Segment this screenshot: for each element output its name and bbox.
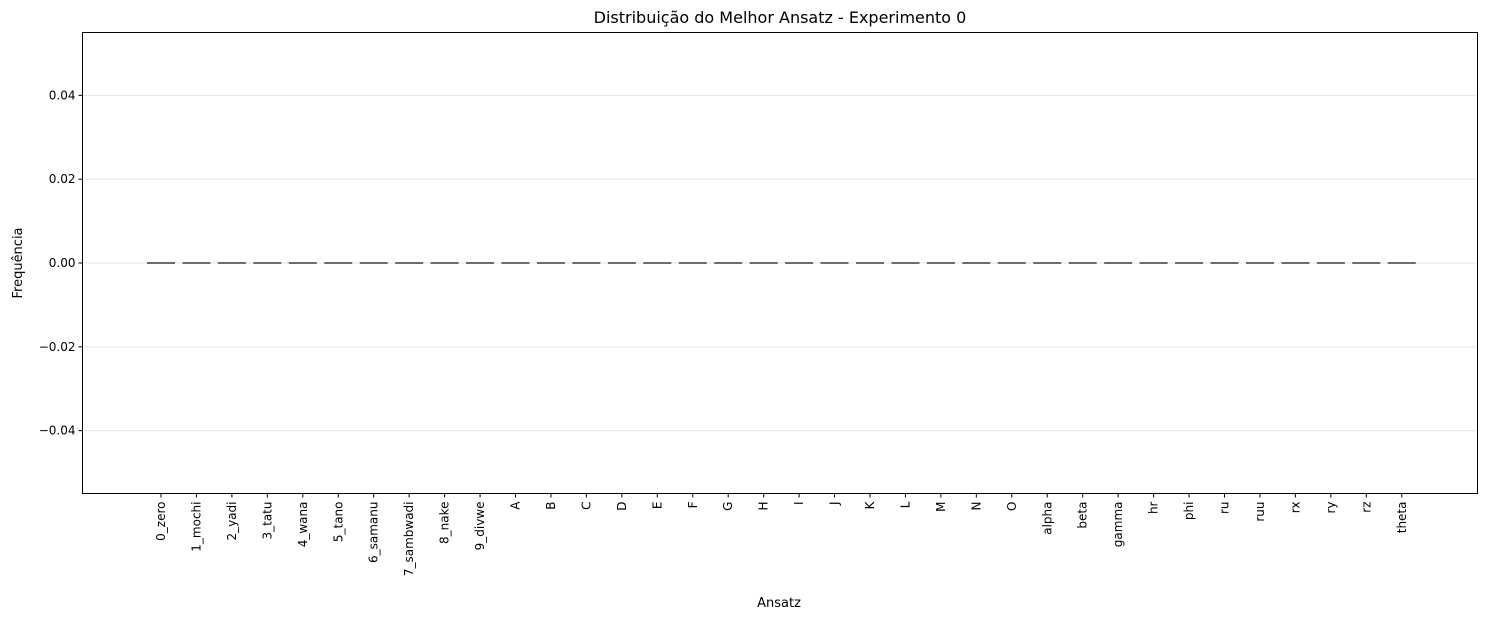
x-tick-label: 2_yadi bbox=[225, 502, 239, 541]
x-tick-label: ry bbox=[1324, 502, 1338, 514]
x-tick-label: 1_mochi bbox=[189, 502, 203, 552]
x-tick-label: phi bbox=[1182, 502, 1196, 521]
x-axis-title: Ansatz bbox=[757, 596, 801, 611]
x-tick-label: rz bbox=[1359, 502, 1373, 513]
x-tick-label: M bbox=[934, 502, 948, 512]
x-tick-label: G bbox=[721, 502, 735, 511]
x-tick-label: 7_sambwadi bbox=[402, 502, 416, 577]
x-tick-label: N bbox=[969, 502, 983, 511]
x-tick-label: rx bbox=[1288, 502, 1302, 514]
x-tick-label: beta bbox=[1076, 502, 1090, 529]
x-tick-label: D bbox=[615, 502, 629, 511]
x-tick-label: J bbox=[828, 502, 842, 507]
x-tick-label: A bbox=[509, 501, 523, 510]
x-tick-label: 0_zero bbox=[154, 502, 168, 541]
x-tick-label: hr bbox=[1147, 501, 1161, 514]
x-tick-label: 3_tatu bbox=[260, 502, 274, 540]
x-tick-label: H bbox=[757, 502, 771, 511]
x-tick-label: O bbox=[1005, 502, 1019, 511]
x-tick-label: ru bbox=[1218, 502, 1232, 515]
x-tick-label: 8_nake bbox=[438, 502, 452, 545]
y-axis: −0.04 −0.02 0.00 0.02 0.04 bbox=[39, 88, 83, 438]
x-tick-label: F bbox=[686, 501, 700, 508]
x-tick-label: L bbox=[898, 501, 912, 508]
x-tick-label: gamma bbox=[1111, 502, 1125, 548]
y-tick-label: −0.02 bbox=[39, 340, 76, 354]
x-tick-label: I bbox=[792, 502, 806, 506]
y-tick-label: 0.02 bbox=[49, 172, 76, 186]
y-tick-label: 0.04 bbox=[49, 88, 76, 102]
x-tick-label: alpha bbox=[1040, 502, 1054, 535]
x-tick-label: 6_samanu bbox=[367, 502, 381, 564]
y-tick-label: −0.04 bbox=[39, 424, 76, 438]
x-tick-label: C bbox=[579, 502, 593, 510]
x-tick-label: E bbox=[650, 502, 664, 510]
chart-title: Distribuição do Melhor Ansatz - Experime… bbox=[594, 8, 967, 27]
x-tick-label: 9_divwe bbox=[473, 502, 487, 551]
x-tick-label: B bbox=[544, 502, 558, 510]
y-axis-title: Frequência bbox=[11, 227, 26, 298]
x-axis: 0_zero 1_mochi 2_yadi 3_tatu 4_wana 5_tano 6_s… bbox=[154, 493, 1409, 577]
x-tick-label: theta bbox=[1395, 502, 1409, 534]
x-tick-label: ruu bbox=[1253, 502, 1267, 522]
y-tick-label: 0.00 bbox=[49, 256, 76, 270]
x-tick-label: 5_tano bbox=[331, 502, 345, 543]
x-tick-label: K bbox=[863, 500, 877, 509]
x-tick-label: 4_wana bbox=[296, 502, 310, 548]
